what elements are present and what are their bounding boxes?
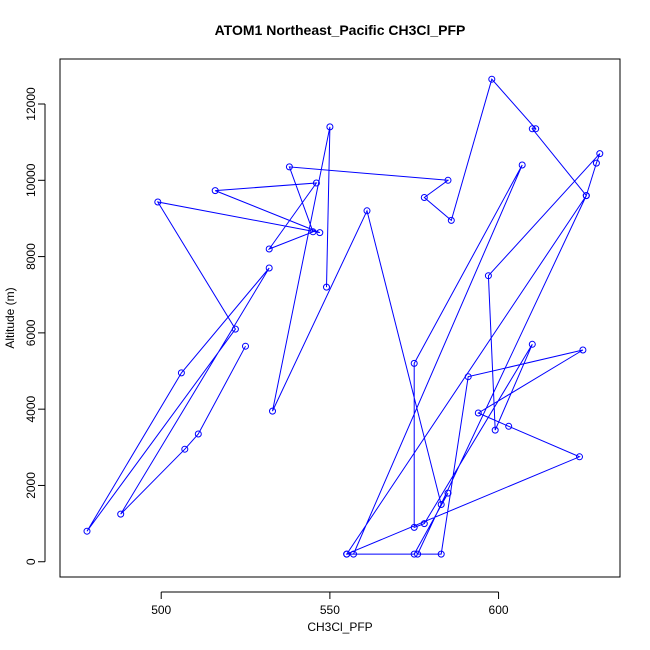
data-point [484, 272, 492, 280]
y-tick-label: 2000 [24, 472, 38, 499]
data-point [437, 501, 445, 508]
y-axis-label: Altitude (m) [3, 287, 17, 348]
x-tick-label: 500 [151, 603, 171, 617]
data-point [420, 194, 428, 201]
data-point [285, 163, 293, 171]
x-axis-label: CH3Cl_PFP [307, 620, 372, 634]
data-point [410, 359, 418, 367]
data-point [242, 342, 249, 350]
x-tick-label: 550 [320, 603, 340, 617]
data-point [177, 369, 185, 377]
data-point [528, 125, 536, 133]
data-point [579, 346, 587, 354]
data-point [316, 229, 324, 237]
chart-title: ATOM1 Northeast_Pacific CH3Cl_PFP [215, 22, 466, 38]
data-point [414, 550, 422, 558]
data-point [592, 159, 600, 167]
data-point [309, 228, 317, 236]
data-point [596, 150, 604, 158]
data-point [444, 489, 452, 497]
data-point [350, 550, 357, 558]
y-tick-label: 8000 [24, 243, 38, 270]
data-point [464, 373, 472, 381]
data-point [312, 179, 320, 187]
data-point [420, 520, 428, 528]
data-point [117, 510, 125, 518]
data-point [265, 264, 273, 272]
series-line [86, 78, 601, 555]
x-axis: 500 550 600 [151, 591, 509, 617]
data-point [265, 245, 273, 253]
plot-frame [59, 58, 621, 578]
data-point [410, 523, 418, 531]
data-point [532, 125, 540, 133]
data-point [437, 550, 445, 558]
data-point [491, 426, 499, 434]
series-layer [83, 75, 604, 558]
y-axis: 0 2000 4000 6000 8000 10000 12000 [24, 87, 46, 565]
data-point [343, 550, 351, 558]
data-point [582, 192, 590, 200]
data-point [194, 430, 202, 438]
data-point [323, 283, 330, 291]
data-point [528, 340, 536, 348]
data-point [444, 176, 452, 184]
data-point [474, 409, 482, 417]
data-point [410, 550, 418, 558]
data-point [488, 75, 496, 83]
data-point [576, 453, 583, 461]
y-tick-label: 6000 [24, 319, 38, 346]
data-point [505, 422, 513, 430]
y-tick-label: 12000 [24, 87, 38, 121]
data-point [211, 187, 219, 195]
data-point [154, 198, 162, 206]
data-point [518, 161, 526, 169]
data-point [326, 123, 334, 131]
y-tick-label: 10000 [24, 163, 38, 197]
data-point [181, 445, 189, 453]
data-point [363, 207, 371, 215]
data-point [231, 325, 239, 333]
data-point [83, 527, 91, 535]
x-tick-label: 600 [489, 603, 509, 617]
data-point [447, 216, 455, 224]
data-point [269, 407, 276, 415]
y-tick-label: 0 [24, 558, 38, 565]
y-tick-label: 4000 [24, 395, 38, 422]
